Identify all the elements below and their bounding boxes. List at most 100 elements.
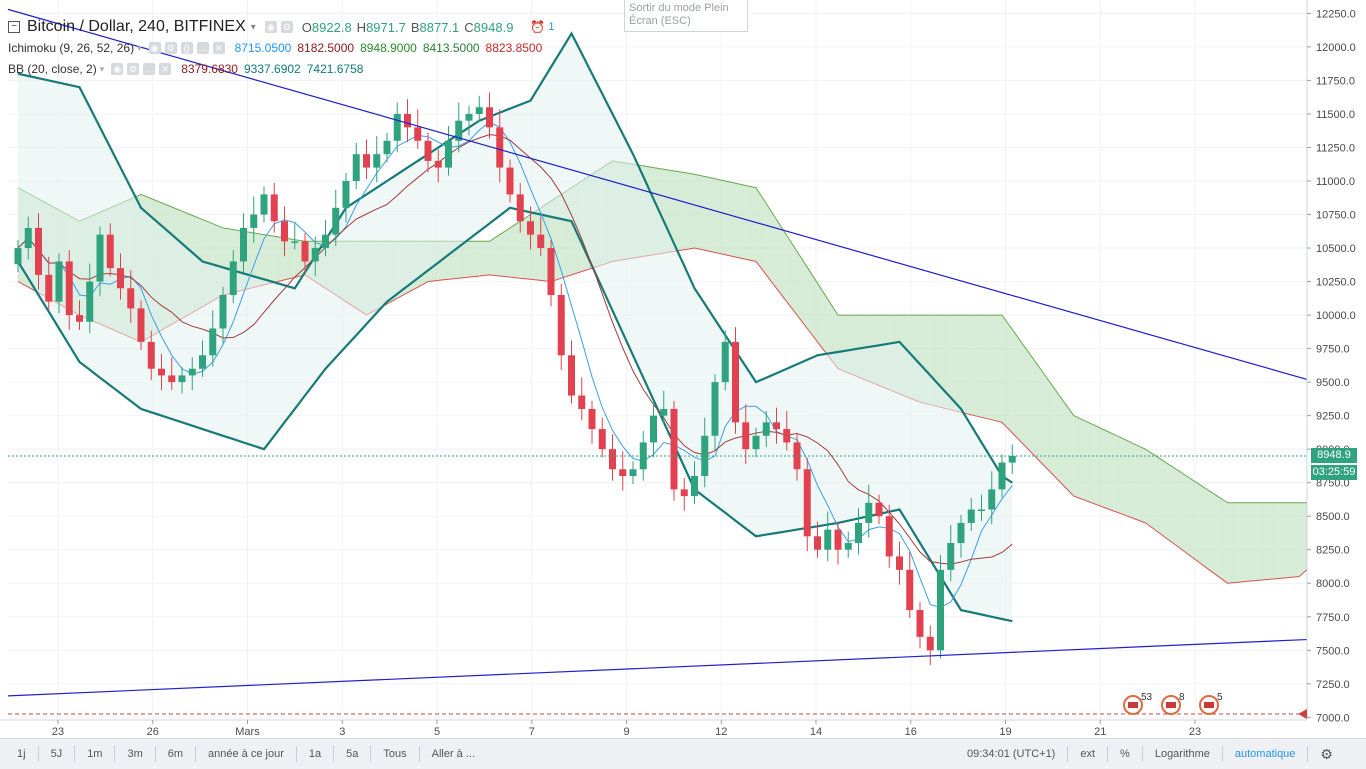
flag-icon-stripes (1166, 702, 1176, 708)
eye-icon[interactable]: ◉ (111, 63, 124, 75)
gear-icon[interactable]: ⚙ (280, 21, 293, 33)
symbol-title[interactable]: Bitcoin / Dollar, 240, BITFINEX (27, 18, 246, 35)
cloud-segment (1084, 420, 1095, 504)
more-icon[interactable]: … (196, 42, 209, 54)
range-button[interactable]: Aller à ... (431, 748, 476, 760)
candle-body (127, 288, 135, 309)
tenkan-line (17, 121, 1013, 608)
cloud-segment (674, 170, 685, 252)
chevron-down-icon[interactable]: ▾ (137, 42, 142, 53)
candle-body (629, 469, 637, 476)
ohlc-values: O8922.8 H8971.7 B8877.1 C8948.9 (297, 20, 514, 35)
candle-body (752, 435, 760, 450)
candle-body (680, 489, 688, 497)
cloud-segment (1155, 455, 1166, 538)
alerts-count[interactable]: 1 (548, 21, 555, 33)
ichimoku-label[interactable]: Ichimoku (9, 26, 52, 26) (8, 41, 135, 55)
cloud-segment (1043, 372, 1054, 476)
bb-label[interactable]: BB (20, close, 2) (8, 62, 97, 76)
ohlc-value: 8877.1 (419, 19, 460, 35)
candle-body (568, 355, 575, 396)
y-tick-label: 9750.0 (1316, 344, 1350, 356)
candle-body (209, 328, 217, 356)
cloud-segment (715, 178, 726, 255)
candle-body (404, 113, 411, 128)
cloud-segment (284, 237, 295, 280)
candle-body (45, 274, 53, 302)
candle-body (260, 194, 268, 215)
cloud-segment (991, 315, 1002, 423)
range-button[interactable]: année à ce jour (208, 748, 284, 760)
chevron-down-icon[interactable]: ▾ (250, 21, 256, 33)
candle-body (301, 241, 309, 262)
range-button[interactable]: Tous (383, 748, 407, 760)
candle-body (291, 241, 299, 243)
candle-body (937, 569, 944, 651)
gear-icon[interactable]: ⚙ (127, 63, 140, 75)
candle-body (506, 167, 514, 195)
cloud-segment (1166, 462, 1177, 546)
candle-body (383, 140, 391, 155)
cloud-segment (1278, 502, 1289, 579)
candle-body (342, 181, 350, 208)
candle-body (199, 355, 206, 369)
cloud-segment (1002, 315, 1013, 433)
ext-toggle[interactable]: ext (1080, 748, 1096, 760)
chevron-down-icon[interactable]: ▾ (99, 63, 105, 74)
candle-body (732, 341, 739, 423)
more-icon[interactable]: … (143, 63, 156, 75)
eye-icon[interactable]: ◉ (264, 21, 277, 33)
percent-toggle[interactable]: % (1120, 748, 1130, 760)
ohlc-key: B (410, 19, 420, 35)
log-toggle[interactable]: Logarithme (1154, 748, 1210, 760)
candle-body (988, 489, 996, 510)
candle-body (527, 221, 534, 235)
alarm-clock-icon[interactable]: ⏰ (530, 20, 546, 34)
cloud-segment (1217, 496, 1228, 584)
y-tick-label: 12250.0 (1316, 8, 1356, 20)
cloud-segment (264, 234, 275, 285)
bottom-right: 09:34:01 (UTC+1) ext % Logarithme automa… (958, 739, 1342, 769)
candle-body (516, 194, 524, 222)
range-button[interactable]: 1j (17, 748, 26, 760)
y-tick-label: 12000.0 (1316, 42, 1356, 54)
range-button[interactable]: 1m (87, 748, 103, 760)
ohlc-value: 8948.9 (473, 19, 514, 35)
range-button[interactable]: 6m (167, 748, 184, 760)
range-buttons: 1j 5J 1m 3m 6m année à ce jour 1a 5a Tous Aller à… (0, 746, 484, 762)
candle-body (896, 556, 903, 570)
gear-icon[interactable]: ⚙ (1320, 745, 1333, 762)
cloud-segment (776, 219, 787, 302)
cloud-segment (1125, 439, 1136, 520)
y-tick-label: 8500.0 (1316, 511, 1350, 523)
candle-body (147, 341, 155, 369)
range-button[interactable]: 5J (50, 748, 63, 760)
collapse-icon[interactable]: − (8, 21, 20, 33)
price-axis-bg (1307, 0, 1366, 738)
chart-canvas[interactable]: 7000.0 7250.0 7500.0 7750.0 8000.0 8250.0 8500… (0, 0, 1366, 738)
eye-icon[interactable]: ◉ (148, 42, 161, 54)
auto-toggle[interactable]: automatique (1234, 748, 1296, 760)
gear-icon[interactable]: ⚙ (164, 42, 177, 54)
candle-body (414, 127, 422, 141)
close-icon[interactable]: ✕ (159, 63, 172, 75)
cloud-segment (458, 241, 469, 279)
cloud-segment (479, 241, 490, 276)
y-tick-label: 7000.0 (1316, 712, 1350, 724)
x-tick-label: 19 (999, 726, 1011, 738)
range-button[interactable]: 1a (308, 748, 322, 760)
candle-body (352, 154, 360, 182)
source-code-icon[interactable]: {} (180, 42, 193, 54)
main-legend: − Bitcoin / Dollar, 240, BITFINEX ▾ ◉ ⚙ … (8, 18, 555, 36)
x-tick-label: 23 (1189, 726, 1201, 738)
cloud-segment (745, 185, 756, 262)
range-button[interactable]: 5a (346, 748, 359, 760)
candle-body (1008, 455, 1016, 463)
candle-body (906, 569, 914, 611)
clock-time[interactable]: 09:34:01 (UTC+1) (967, 748, 1056, 760)
candle-body (229, 261, 237, 295)
range-button[interactable]: 3m (127, 748, 143, 760)
y-tick-label: 8250.0 (1316, 545, 1350, 557)
close-icon[interactable]: ✕ (212, 42, 225, 54)
indicator-value: 9337.6902 (243, 62, 301, 76)
